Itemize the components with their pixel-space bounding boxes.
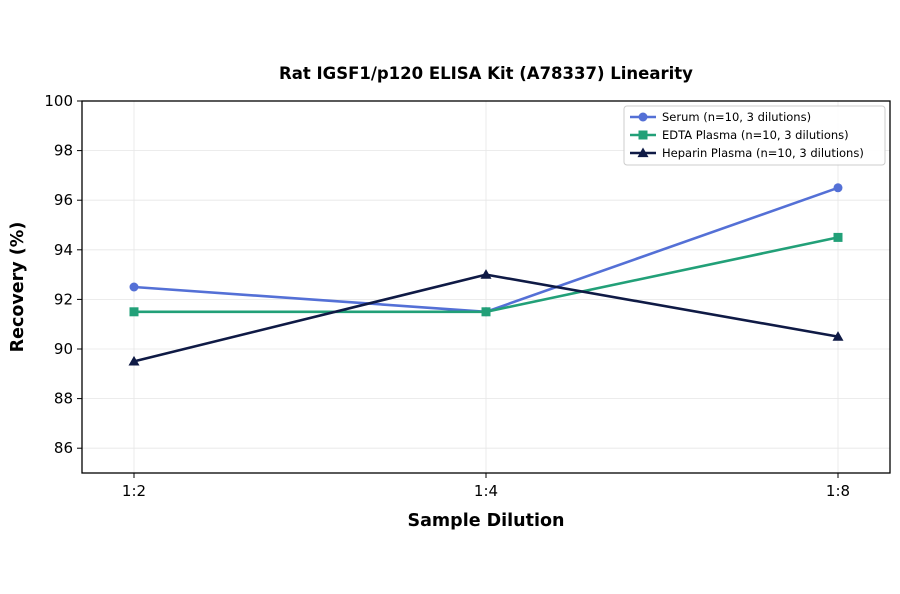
series-2	[128, 269, 844, 366]
data-point	[129, 307, 139, 317]
y-tick-label: 86	[54, 439, 73, 457]
y-tick-label: 98	[54, 142, 73, 160]
y-tick-label: 100	[44, 92, 73, 110]
data-point	[481, 307, 491, 317]
data-point	[833, 183, 843, 193]
x-tick-label: 1:8	[826, 482, 850, 500]
legend: Serum (n=10, 3 dilutions) EDTA Plasma (n=…	[623, 105, 886, 166]
legend-swatch-marker	[638, 112, 648, 122]
legend-label: Heparin Plasma (n=10, 3 dilutions)	[662, 146, 864, 160]
y-tick-label: 96	[54, 191, 73, 209]
data-point	[480, 269, 492, 279]
data-point	[832, 331, 844, 341]
chart-title: Rat IGSF1/p120 ELISA Kit (A78337) Linear…	[279, 64, 693, 83]
legend-box	[623, 105, 886, 166]
x-tick-label: 1:4	[474, 482, 498, 500]
legend-label: EDTA Plasma (n=10, 3 dilutions)	[662, 128, 849, 142]
y-axis-label: Recovery (%)	[8, 222, 28, 353]
data-point	[833, 232, 843, 242]
y-tick-label: 94	[54, 241, 73, 259]
axis-ticks: 86 88 90 92 94 96 98 100 1:2 1:4 1:8	[44, 92, 850, 500]
legend-label: Serum (n=10, 3 dilutions)	[662, 110, 811, 124]
series-1	[129, 232, 843, 317]
series-layer	[128, 183, 844, 366]
y-tick-label: 90	[54, 340, 73, 358]
x-tick-label: 1:2	[122, 482, 146, 500]
y-tick-label: 92	[54, 290, 73, 308]
data-point	[129, 282, 139, 292]
legend-swatch-marker	[637, 147, 649, 158]
data-point	[128, 355, 140, 366]
legend-swatch-marker	[638, 130, 648, 140]
x-axis-label: Sample Dilution	[408, 511, 565, 531]
y-tick-label: 88	[54, 390, 73, 408]
